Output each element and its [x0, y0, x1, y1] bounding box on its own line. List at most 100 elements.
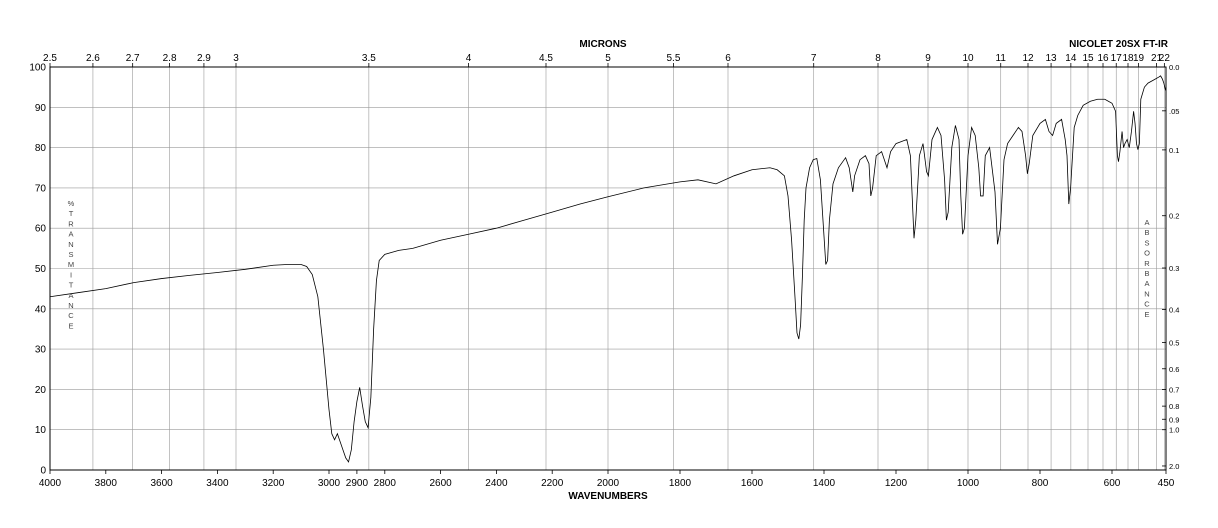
- axis-title-letter: A: [68, 291, 73, 300]
- top-axis-title: MICRONS: [579, 39, 627, 50]
- right-tick-label: 1.0: [1169, 426, 1179, 435]
- right-tick-label: 0.2: [1169, 212, 1179, 221]
- top-tick-label: 2.9: [197, 53, 211, 64]
- bottom-tick-label: 1600: [741, 478, 764, 489]
- top-tick-label: 17: [1111, 53, 1123, 64]
- right-tick-label: 0.5: [1169, 339, 1179, 348]
- axis-title-letter: A: [1144, 279, 1149, 288]
- axis-title-letter: S: [1144, 238, 1149, 247]
- bottom-tick-label: 450: [1158, 478, 1175, 489]
- left-tick-label: 20: [35, 385, 47, 396]
- bottom-tick-label: 1800: [669, 478, 692, 489]
- left-tick-label: 100: [29, 63, 46, 74]
- bottom-tick-label: 2600: [429, 478, 452, 489]
- axis-title-letter: I: [70, 270, 72, 279]
- axis-title-letter: M: [68, 260, 74, 269]
- bottom-tick-label: 800: [1032, 478, 1049, 489]
- top-tick-label: 10: [962, 53, 974, 64]
- top-tick-label: 2.6: [86, 53, 100, 64]
- top-tick-label: 2.8: [163, 53, 177, 64]
- right-tick-label: .05: [1169, 107, 1179, 116]
- left-tick-label: 40: [35, 304, 47, 315]
- bottom-axis-title: WAVENUMBERS: [568, 491, 648, 502]
- axis-title-letter: B: [1144, 228, 1149, 237]
- top-tick-label: 11: [996, 53, 1007, 64]
- axis-title-letter: B: [1144, 269, 1149, 278]
- axis-title-letter: T: [69, 209, 74, 218]
- bottom-tick-label: 2400: [485, 478, 508, 489]
- grid: [49, 63, 1167, 474]
- top-tick-label: 9: [925, 53, 931, 64]
- bottom-tick-label: 1200: [885, 478, 908, 489]
- top-tick-label: 6: [725, 53, 731, 64]
- bottom-tick-label: 3000: [318, 478, 341, 489]
- axis-title-letter: N: [1144, 289, 1149, 298]
- axis-title-letter: C: [1144, 300, 1150, 309]
- axis-title-letter: T: [69, 281, 74, 290]
- top-tick-label: 16: [1097, 53, 1109, 64]
- right-tick-label: 0.9: [1169, 415, 1179, 424]
- right-tick-label: 0.4: [1169, 306, 1179, 315]
- right-tick-label: 0.1: [1169, 146, 1179, 155]
- bottom-tick-label: 3400: [206, 478, 229, 489]
- bottom-tick-label: 2800: [374, 478, 397, 489]
- left-tick-label: 80: [35, 143, 47, 154]
- left-tick-label: 10: [35, 425, 47, 436]
- top-tick-label: 4: [466, 53, 472, 64]
- bottom-tick-label: 2000: [597, 478, 620, 489]
- bottom-tick-label: 2200: [541, 478, 564, 489]
- top-tick-label: 18: [1122, 53, 1134, 64]
- left-tick-label: 60: [35, 224, 47, 235]
- left-tick-label: 30: [35, 345, 47, 356]
- axis-title-letter: O: [1144, 249, 1150, 258]
- right-tick-label: 0.3: [1169, 264, 1179, 273]
- left-tick-label: 70: [35, 183, 47, 194]
- top-tick-label: 4.5: [539, 53, 553, 64]
- top-tick-label: 14: [1065, 53, 1077, 64]
- right-tick-label: 0.6: [1169, 365, 1179, 374]
- axis-title-letter: E: [68, 321, 73, 330]
- bottom-tick-label: 1400: [813, 478, 836, 489]
- top-tick-label: 5.5: [667, 53, 681, 64]
- top-tick-label: 12: [1022, 53, 1034, 64]
- bottom-tick-label: 3800: [95, 478, 118, 489]
- top-tick-label: 3: [233, 53, 239, 64]
- right-tick-label: 2.0: [1169, 462, 1179, 471]
- bottom-tick-label: 3600: [150, 478, 173, 489]
- top-tick-label: 7: [811, 53, 817, 64]
- bottom-tick-label: 1000: [957, 478, 980, 489]
- top-tick-label: 15: [1082, 53, 1094, 64]
- top-tick-label: 2.5: [43, 53, 57, 64]
- top-tick-label: 3.5: [362, 53, 376, 64]
- right-tick-label: 0.8: [1169, 402, 1179, 411]
- axis-title-letter: S: [68, 250, 73, 259]
- axis-title-letter: N: [68, 301, 73, 310]
- axis-title-letter: N: [68, 240, 73, 249]
- spectrum-line: [49, 75, 1167, 463]
- left-tick-label: 50: [35, 264, 47, 275]
- top-tick-label: 13: [1046, 53, 1058, 64]
- top-tick-label: 5: [605, 53, 611, 64]
- axis-title-letter: R: [68, 219, 74, 228]
- bottom-tick-label: 600: [1104, 478, 1121, 489]
- bottom-tick-label: 4000: [39, 478, 62, 489]
- left-tick-label: 0: [40, 466, 46, 477]
- top-tick-label: 22: [1159, 53, 1171, 64]
- top-tick-label: 2.7: [126, 53, 140, 64]
- axis-title-letter: R: [1144, 259, 1150, 268]
- axis-title-letter: C: [68, 311, 74, 320]
- top-tick-label: 19: [1133, 53, 1145, 64]
- bottom-tick-label: 2900: [346, 478, 369, 489]
- instrument-label: NICOLET 20SX FT-IR: [1069, 39, 1169, 50]
- right-tick-label: 0.0: [1169, 63, 1179, 72]
- axis-title-letter: A: [1144, 218, 1149, 227]
- plot-frame: [49, 66, 1167, 471]
- bottom-tick-label: 3200: [262, 478, 285, 489]
- right-tick-label: 0.7: [1169, 386, 1179, 395]
- top-tick-label: 21: [1151, 53, 1163, 64]
- axis-title-letter: %: [68, 199, 75, 208]
- axis-title-letter: E: [1144, 310, 1149, 319]
